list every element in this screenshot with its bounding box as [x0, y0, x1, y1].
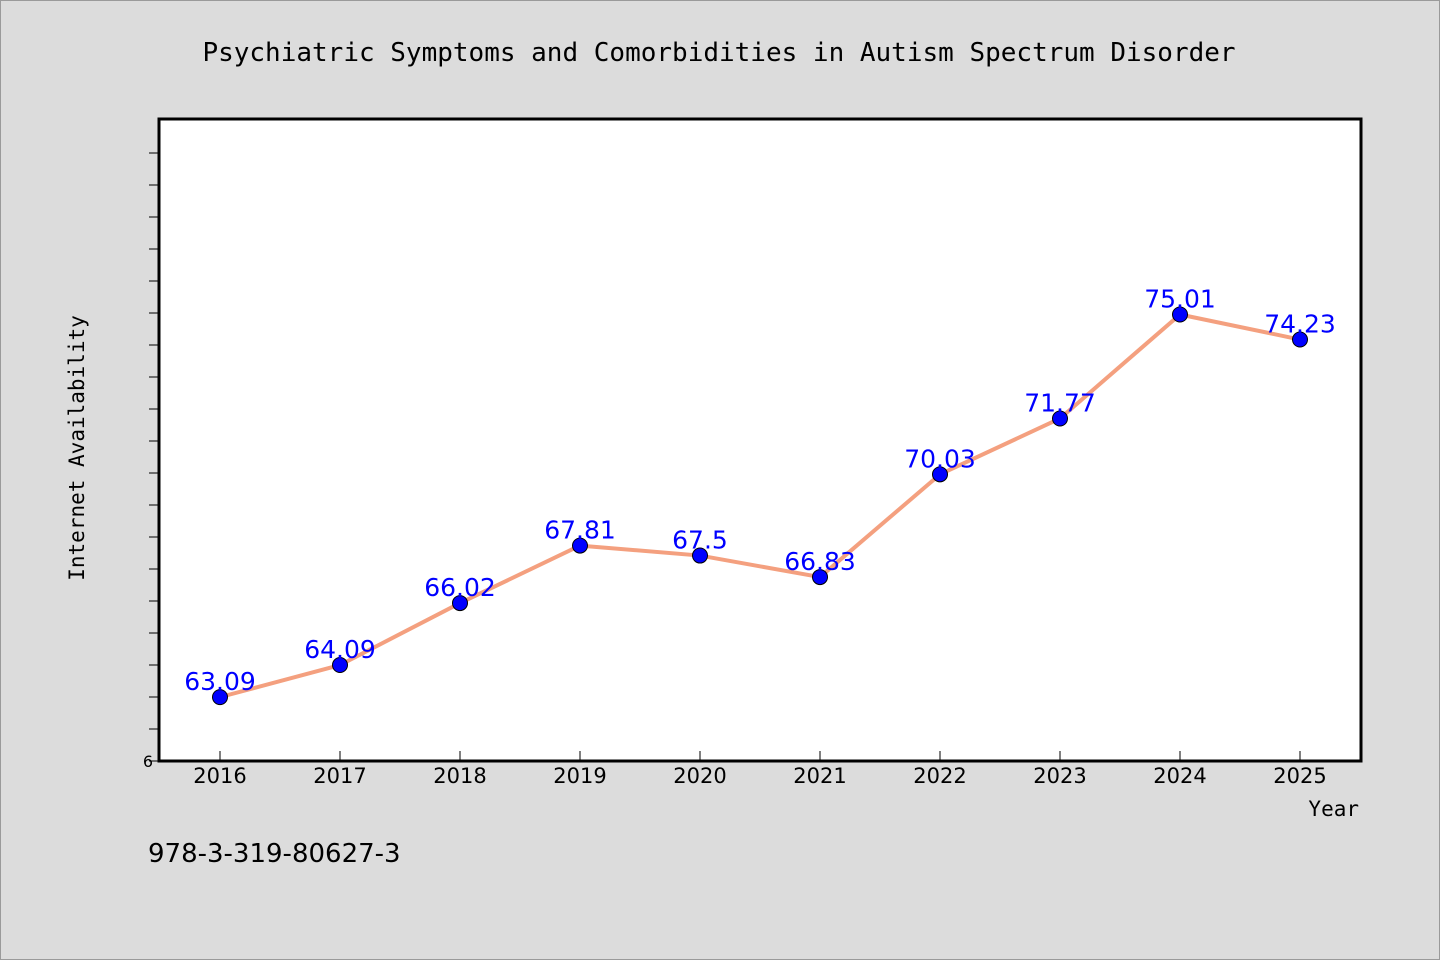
data-point [452, 595, 468, 612]
data-label: 67.5 [672, 526, 728, 555]
data-point [812, 569, 828, 586]
data-label: 67.81 [544, 516, 616, 545]
data-label: 66.02 [424, 573, 496, 602]
data-label: 75.01 [1144, 284, 1216, 313]
x-tick-label: 2018 [433, 764, 486, 788]
data-point [572, 537, 588, 554]
data-point [332, 657, 348, 674]
x-tick-label: 2024 [1153, 764, 1206, 788]
x-tick-label: 2020 [673, 764, 726, 788]
data-point [212, 689, 228, 706]
data-point [1172, 306, 1188, 323]
data-label: 63.09 [184, 667, 256, 696]
data-point [932, 466, 948, 483]
y-axis-ticks: 6 [143, 152, 159, 771]
data-point [692, 547, 708, 564]
x-axis-ticks: 2016 2017 2018 2019 2020 2021 2022 2023 2024 2025 [193, 751, 1327, 788]
series-line [219, 312, 1301, 700]
footer-isbn: 978-3-319-80627-3 [148, 839, 401, 869]
x-axis-title: Year [1308, 797, 1359, 821]
x-tick-label: 2025 [1273, 764, 1326, 788]
data-label: 74.23 [1264, 310, 1336, 339]
x-tick-label: 2019 [553, 764, 606, 788]
data-label: 70.03 [904, 444, 976, 473]
x-tick-label: 2023 [1033, 764, 1086, 788]
x-tick-label: 2016 [193, 764, 246, 788]
data-label: 71.77 [1024, 388, 1096, 417]
data-label: 66.83 [784, 547, 856, 576]
x-tick-label: 2021 [793, 764, 846, 788]
chart-title: Psychiatric Symptoms and Comorbidities i… [202, 38, 1235, 68]
data-point [1292, 331, 1308, 348]
x-tick-label: 2022 [913, 764, 966, 788]
data-point [1052, 410, 1068, 427]
x-tick-label: 2017 [313, 764, 366, 788]
y-axis-title: Internet Availability [65, 315, 89, 581]
y-tick-label: 6 [143, 752, 153, 771]
data-label: 64.09 [304, 635, 376, 664]
series-layer: 63.09 64.09 66.02 67.81 67.5 66.83 70.03 71.77 7… [184, 284, 1336, 706]
